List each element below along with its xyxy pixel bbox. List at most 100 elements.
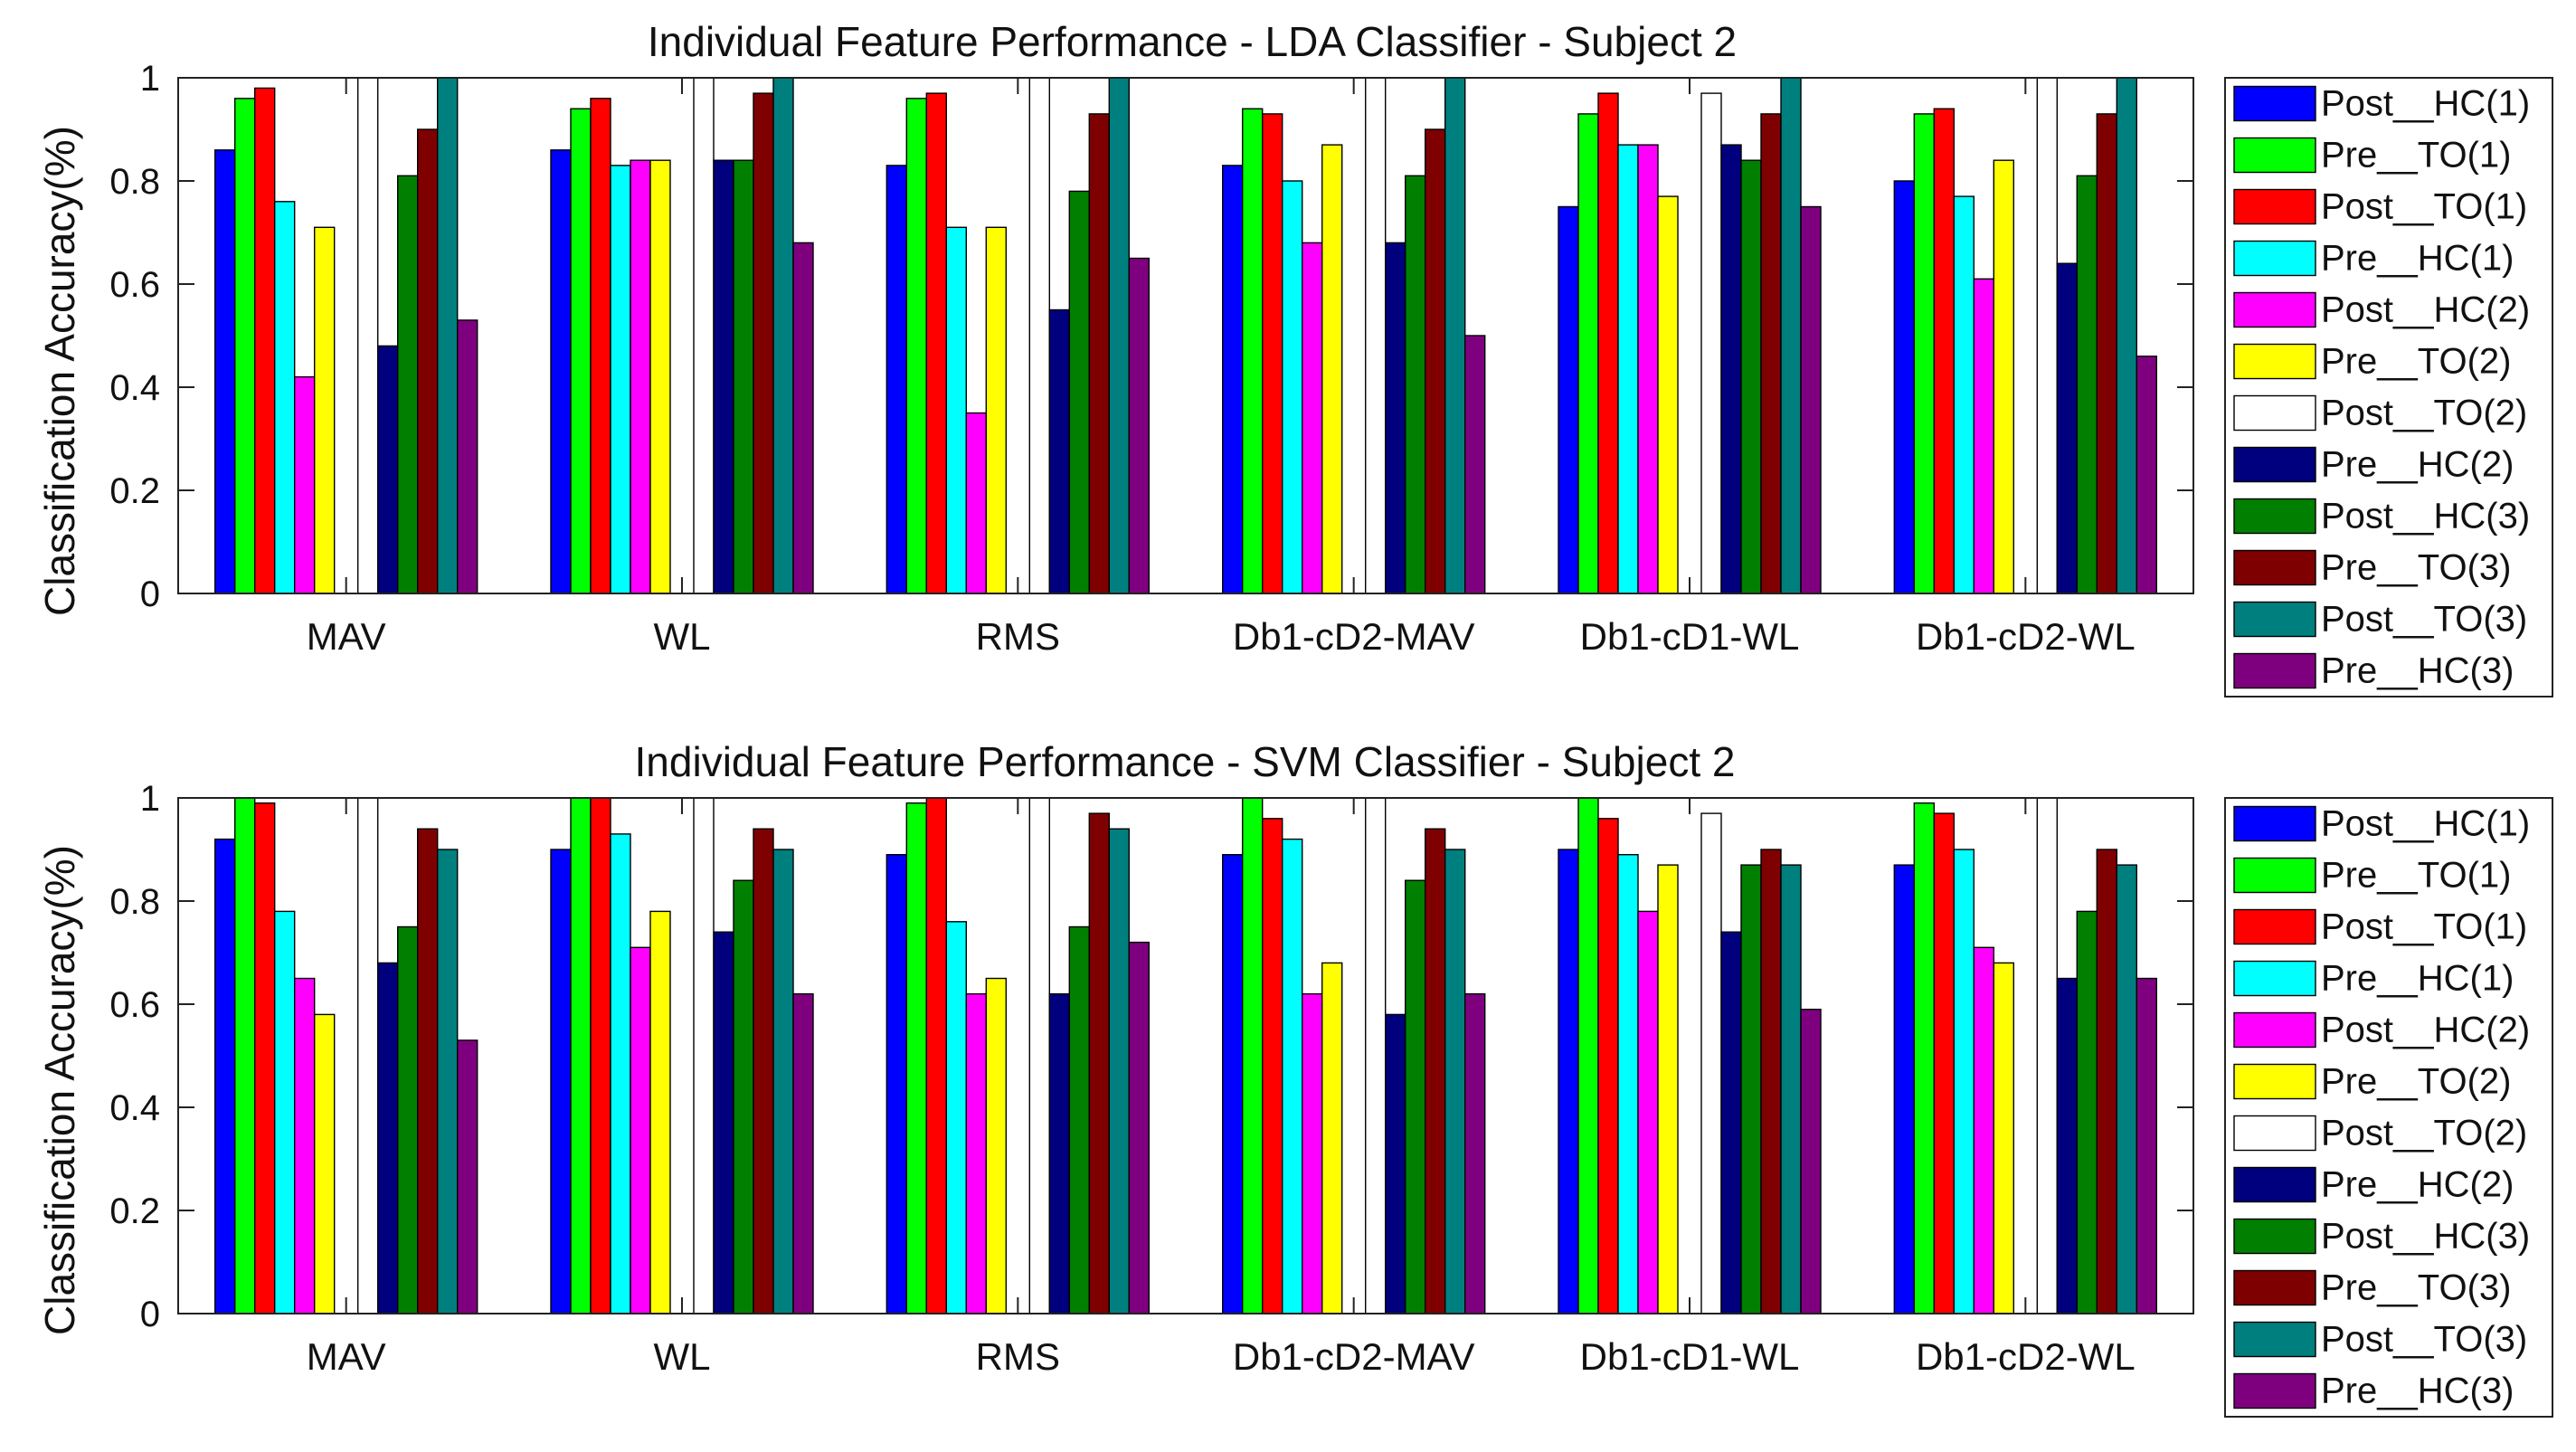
svm-bar-pre-hc-2--db1-cd1-wl <box>1720 931 1742 1314</box>
svm-legend-swatch <box>2233 1218 2316 1255</box>
svm-bar-pre-hc-3--wl <box>792 992 814 1314</box>
svm-y-tick-label: 0.2 <box>109 1191 160 1231</box>
lda-bar-post-hc-3--db1-cd2-mav <box>1404 175 1426 594</box>
lda-bar-pre-to-3--wl <box>753 92 774 594</box>
lda-bar-pre-to-1--mav <box>234 98 256 594</box>
svm-bar-post-to-3--wl <box>772 849 794 1314</box>
lda-bar-post-hc-1--db1-cd1-wl <box>1558 205 1579 594</box>
svm-plot-frame <box>177 797 2194 1314</box>
lda-chart-panel: Individual Feature Performance - LDA Cla… <box>36 18 2553 698</box>
lda-bar-post-to-3--mav <box>437 77 459 594</box>
lda-bar-pre-hc-3--db1-cd2-wl <box>2136 356 2158 594</box>
svm-bar-pre-to-1--rms <box>905 802 927 1314</box>
lda-bar-post-hc-2--db1-cd2-mav <box>1301 242 1323 594</box>
svm-category-label: Db1-cD1-WL <box>1580 1335 1800 1378</box>
lda-bar-post-to-2--db1-cd2-mav <box>1364 77 1387 594</box>
svm-bar-pre-hc-2--db1-cd2-mav <box>1384 1013 1406 1314</box>
lda-bar-pre-hc-2--db1-cd2-wl <box>2056 262 2079 594</box>
svm-legend-swatch <box>2233 960 2316 997</box>
lda-bar-post-to-1--db1-cd2-wl <box>1933 108 1956 594</box>
svm-y-tick-label: 0 <box>140 1295 160 1334</box>
svm-legend-label: Pre__HC(1) <box>2321 959 2514 999</box>
lda-bar-post-to-2--rms <box>1028 77 1051 594</box>
svm-bar-pre-to-1--db1-cd2-mav <box>1241 797 1264 1314</box>
lda-bar-pre-to-1--rms <box>905 98 927 594</box>
lda-bar-pre-to-1--wl <box>570 108 592 594</box>
svm-bar-pre-hc-2--db1-cd2-wl <box>2056 977 2079 1314</box>
lda-category-label: WL <box>654 615 711 658</box>
lda-legend-label: Post__HC(1) <box>2321 84 2530 124</box>
svm-bar-post-hc-1--db1-cd2-wl <box>1893 864 1916 1314</box>
lda-bar-pre-hc-2--db1-cd2-mav <box>1384 242 1406 594</box>
lda-legend-swatch <box>2233 137 2316 174</box>
lda-bar-post-hc-3--db1-cd1-wl <box>1740 159 1762 594</box>
lda-legend-swatch <box>2233 446 2316 483</box>
lda-bar-post-hc-1--mav <box>213 149 236 594</box>
svm-bar-pre-to-1--wl <box>570 797 592 1314</box>
lda-bar-pre-hc-3--wl <box>792 242 814 594</box>
lda-bar-post-to-3--db1-cd2-wl <box>2116 77 2138 594</box>
svm-bar-pre-to-2--wl <box>649 910 671 1314</box>
lda-bar-post-hc-2--rms <box>965 412 988 594</box>
lda-y-tick-label: 0.2 <box>109 471 160 511</box>
svm-bar-post-to-2--db1-cd1-wl <box>1700 812 1722 1314</box>
svm-legend-label: Post__HC(2) <box>2321 1011 2530 1050</box>
svm-legend-box <box>2224 797 2553 1418</box>
svm-bar-post-hc-1--mav <box>213 838 236 1314</box>
svm-bar-post-hc-2--db1-cd1-wl <box>1637 910 1659 1314</box>
svm-legend-label: Post__TO(2) <box>2321 1114 2527 1153</box>
lda-legend-swatch <box>2233 549 2316 586</box>
svm-chart-title: Individual Feature Performance - SVM Cla… <box>635 738 1736 785</box>
svm-legend-swatch <box>2233 1321 2316 1358</box>
svm-bar-pre-to-3--mav <box>417 828 439 1314</box>
svm-bar-post-to-1--db1-cd2-mav <box>1261 818 1283 1314</box>
svm-y-tick-label: 0.8 <box>109 882 160 922</box>
svm-bar-pre-hc-2--wl <box>713 931 734 1314</box>
svm-category-label: MAV <box>307 1335 386 1378</box>
svm-bar-pre-to-3--rms <box>1088 812 1111 1314</box>
lda-bar-pre-hc-2--wl <box>713 159 734 594</box>
svm-legend-label: Pre__TO(2) <box>2321 1062 2511 1102</box>
svm-bar-post-to-1--db1-cd1-wl <box>1597 818 1619 1314</box>
svm-category-label: RMS <box>976 1335 1060 1378</box>
svm-legend-swatch <box>2233 1269 2316 1306</box>
lda-bar-pre-to-1--db1-cd2-wl <box>1913 113 1936 594</box>
svm-bar-post-hc-2--mav <box>294 977 316 1314</box>
lda-bar-pre-hc-1--mav <box>274 201 296 594</box>
lda-bar-post-hc-1--wl <box>550 149 572 594</box>
lda-bar-pre-hc-3--rms <box>1128 257 1151 594</box>
lda-bar-pre-to-3--db1-cd2-wl <box>2096 113 2118 594</box>
lda-bar-post-to-1--mav <box>254 87 276 594</box>
lda-legend-label: Post__TO(3) <box>2321 600 2527 640</box>
lda-bar-pre-hc-3--db1-cd1-wl <box>1800 205 1822 594</box>
svm-bar-post-to-1--wl <box>590 797 611 1314</box>
lda-legend-label: Post__TO(2) <box>2321 394 2527 433</box>
svm-bar-post-to-2--db1-cd2-mav <box>1364 797 1387 1314</box>
svm-legend-label: Pre__TO(1) <box>2321 856 2511 896</box>
svm-legend-swatch <box>2233 1166 2316 1203</box>
svm-bar-post-hc-1--wl <box>550 849 572 1314</box>
svm-legend-label: Post__HC(3) <box>2321 1217 2530 1257</box>
lda-bar-pre-to-3--db1-cd1-wl <box>1760 113 1782 594</box>
lda-legend-swatch <box>2233 343 2316 380</box>
lda-bar-post-hc-1--rms <box>886 165 907 594</box>
lda-bar-pre-to-2--db1-cd2-mav <box>1321 144 1343 594</box>
lda-bar-pre-hc-1--db1-cd2-wl <box>1953 195 1975 594</box>
svm-bar-pre-to-1--mav <box>234 797 256 1314</box>
lda-category-label: Db1-cD2-MAV <box>1233 615 1475 658</box>
lda-bar-pre-to-2--db1-cd1-wl <box>1657 195 1679 594</box>
svm-bar-pre-to-2--db1-cd1-wl <box>1657 864 1679 1314</box>
svm-y-tick-label: 1 <box>140 779 160 819</box>
lda-bar-pre-hc-2--mav <box>377 345 399 594</box>
svm-bar-post-hc-3--mav <box>397 925 419 1314</box>
svm-bar-post-hc-3--db1-cd1-wl <box>1740 864 1762 1314</box>
lda-bar-pre-hc-2--db1-cd1-wl <box>1720 144 1742 594</box>
svm-bar-pre-to-3--db1-cd2-mav <box>1424 828 1446 1314</box>
lda-bar-post-hc-1--db1-cd2-wl <box>1893 180 1916 594</box>
svm-bar-post-hc-3--rms <box>1068 925 1091 1314</box>
lda-bar-pre-to-2--rms <box>985 226 1008 594</box>
lda-y-tick-label: 0 <box>140 574 160 614</box>
lda-bar-pre-to-2--db1-cd2-wl <box>1993 159 2015 594</box>
lda-bar-post-to-3--db1-cd1-wl <box>1780 77 1802 594</box>
